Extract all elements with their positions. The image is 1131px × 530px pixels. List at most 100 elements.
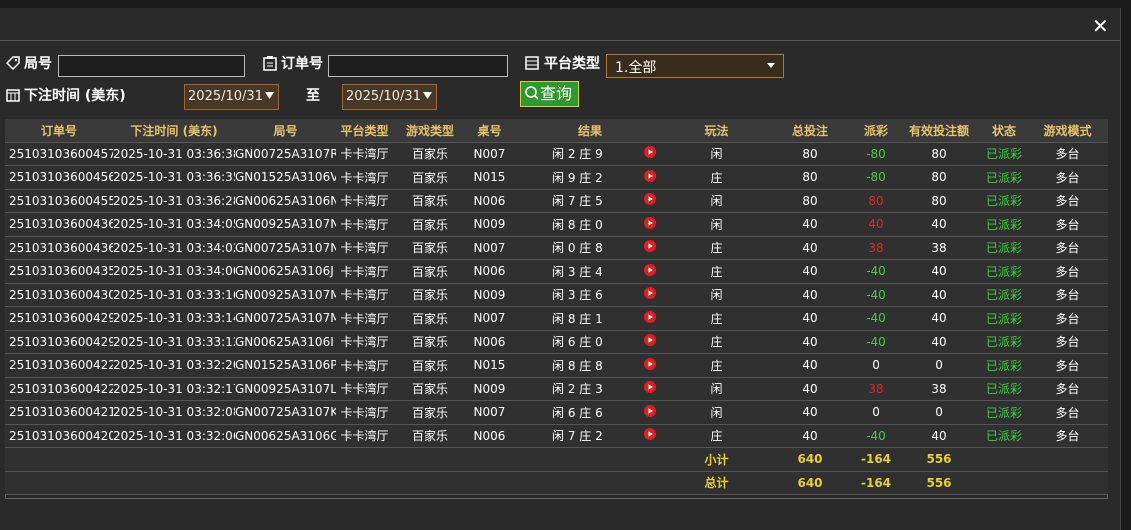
cell: 已派彩 <box>981 259 1028 284</box>
column-header: 局号 <box>235 119 336 143</box>
sum-total-bet: 640 <box>765 447 856 472</box>
cell: 2025-10-31 03:33:16 <box>113 283 235 307</box>
cell: 闲 <box>668 142 766 166</box>
play-icon[interactable] <box>644 169 656 182</box>
cell: N006 <box>467 189 512 213</box>
cell: 已派彩 <box>981 236 1028 260</box>
cell: 已派彩 <box>981 424 1028 448</box>
cell: 已派彩 <box>981 165 1028 190</box>
cell: 庄 <box>668 424 766 448</box>
cell: 80 <box>897 189 982 213</box>
query-button[interactable]: 查询 <box>520 81 579 107</box>
cell: 百家乐 <box>393 259 467 284</box>
cell: 已派彩 <box>981 306 1028 331</box>
result-icon-cell <box>632 424 669 448</box>
cell: 庄 <box>668 165 766 190</box>
cell: 闲 2 庄 3 <box>512 377 632 401</box>
play-icon[interactable] <box>644 428 656 441</box>
column-header: 玩法 <box>668 119 766 143</box>
record-row: 251031036004550 2025-10-31 03:36:28 GN0062… <box>5 189 1109 213</box>
cell: 80 <box>897 165 982 190</box>
cell: 百家乐 <box>393 165 467 190</box>
cell: 2025-10-31 03:32:20 <box>113 353 235 378</box>
cell: 251031036004360 <box>5 236 113 260</box>
cell: 2025-10-31 03:34:05 <box>113 212 235 237</box>
play-icon[interactable] <box>644 193 656 206</box>
cell: -40 <box>855 283 898 307</box>
round-input[interactable] <box>58 55 245 77</box>
column-header: 订单号 <box>5 119 113 143</box>
cell: -80 <box>855 142 898 166</box>
platform-select[interactable]: 1.全部 <box>606 54 784 78</box>
record-row: 251031036004301 2025-10-31 03:33:16 GN0092… <box>5 283 1109 307</box>
cell: 251031036004224 <box>5 353 113 378</box>
cell: 40 <box>765 259 856 284</box>
cell: 40 <box>765 212 856 237</box>
cell: GN00625A3106I <box>235 330 336 354</box>
cell: -40 <box>855 306 898 331</box>
cell: 2025-10-31 03:36:28 <box>113 189 235 213</box>
sum-valid-bet: 556 <box>897 447 982 472</box>
dropdown-arrow <box>422 92 432 99</box>
record-row: 251031036004293 2025-10-31 03:33:12 GN0062… <box>5 330 1109 354</box>
play-icon[interactable] <box>644 357 656 370</box>
result-icon-cell <box>632 330 669 354</box>
cell: 251031036004550 <box>5 189 113 213</box>
cell: 百家乐 <box>393 212 467 237</box>
cell: 40 <box>897 424 982 448</box>
record-row: 251031036004224 2025-10-31 03:32:20 GN0152… <box>5 353 1109 378</box>
records-table: 订单号 下注时间 (美东) 局号 平台类型 游戏类型 桌号 结果 玩法 总投注 派彩 有效投注额 状态… <box>5 119 1109 495</box>
cell: N006 <box>467 330 512 354</box>
to-label: 至 <box>306 88 320 104</box>
cell: 已派彩 <box>981 353 1028 378</box>
result-icon-cell <box>632 212 669 237</box>
cell: 卡卡湾厅 <box>336 306 393 331</box>
cell: 闲 8 庄 1 <box>512 306 632 331</box>
cell: GN01525A3106V <box>235 165 336 190</box>
order-input[interactable] <box>328 55 508 77</box>
play-icon[interactable] <box>644 240 656 253</box>
close-button[interactable]: ✕ <box>1092 14 1109 38</box>
play-icon[interactable] <box>644 381 656 394</box>
play-icon[interactable] <box>644 310 656 323</box>
cell: 40 <box>765 353 856 378</box>
cell: 已派彩 <box>981 212 1028 237</box>
record-row: 251031036004560 2025-10-31 03:36:35 GN0152… <box>5 165 1109 190</box>
cell: 2025-10-31 03:34:02 <box>113 236 235 260</box>
record-row: 251031036004296 2025-10-31 03:33:14 GN0072… <box>5 306 1109 331</box>
cell: 已派彩 <box>981 283 1028 307</box>
date-from[interactable]: 2025/10/31 <box>184 84 279 110</box>
play-icon[interactable] <box>644 287 656 300</box>
play-icon[interactable] <box>644 146 656 159</box>
cell: 251031036004366 <box>5 212 113 237</box>
date-to-text: 2025/10/31 <box>346 89 421 104</box>
blank <box>981 447 1109 472</box>
cell: 多台 <box>1027 165 1109 190</box>
column-header: 结果 <box>512 119 669 143</box>
cell: 40 <box>897 306 982 331</box>
play-icon[interactable] <box>644 216 656 229</box>
date-to[interactable]: 2025/10/31 <box>342 84 437 110</box>
record-row: 251031036004360 2025-10-31 03:34:02 GN0072… <box>5 236 1109 260</box>
cell: 卡卡湾厅 <box>336 400 393 425</box>
result-icon-cell <box>632 377 669 401</box>
cell: N007 <box>467 236 512 260</box>
column-header: 总投注 <box>765 119 856 143</box>
cell: GN00725A3107R <box>235 142 336 166</box>
cell: 80 <box>765 165 856 190</box>
cell: 80 <box>765 189 856 213</box>
play-icon[interactable] <box>644 334 656 347</box>
time-label: 下注时间 (美东) <box>24 88 126 104</box>
cell: 251031036004210 <box>5 400 113 425</box>
record-row: 251031036004210 2025-10-31 03:32:08 GN0072… <box>5 400 1109 425</box>
cell: 闲 8 庄 0 <box>512 212 632 237</box>
play-icon[interactable] <box>644 404 656 417</box>
cell: 251031036004560 <box>5 165 113 190</box>
cell: 2025-10-31 03:33:12 <box>113 330 235 354</box>
cell: 多台 <box>1027 377 1109 401</box>
play-icon[interactable] <box>644 263 656 276</box>
cell: 百家乐 <box>393 330 467 354</box>
result-icon-cell <box>632 283 669 307</box>
cell: 卡卡湾厅 <box>336 377 393 401</box>
order-label: 订单号 <box>281 56 323 72</box>
